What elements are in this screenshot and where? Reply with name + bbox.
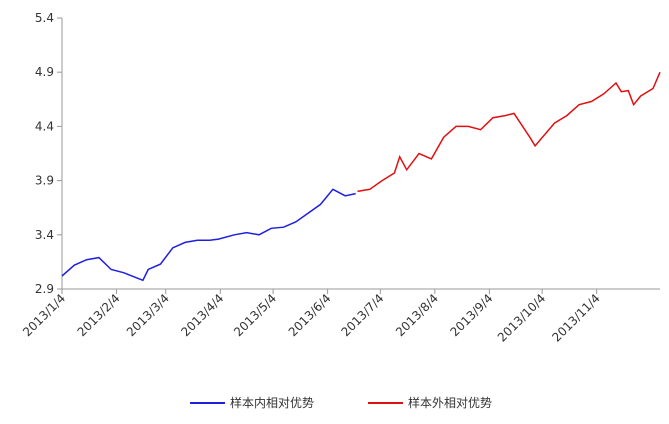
x-tick-label: 2013/5/4 (231, 291, 279, 339)
y-tick-label: 3.4 (35, 228, 54, 242)
y-tick-label: 5.4 (35, 11, 54, 25)
y-tick-label: 4.9 (35, 65, 54, 79)
x-tick-label: 2013/7/4 (338, 291, 386, 339)
series-line (357, 71, 661, 193)
legend-label: 样本外相对优势 (408, 395, 492, 410)
y-tick-label: 4.4 (35, 119, 54, 133)
x-tick-label: 2013/8/4 (393, 291, 441, 339)
x-tick-label: 2013/4/4 (178, 291, 226, 339)
x-tick-label: 2013/2/4 (75, 291, 123, 339)
x-tick-label: 2013/10/4 (495, 291, 548, 344)
y-tick-label: 3.9 (35, 174, 54, 188)
legend-label: 样本内相对优势 (230, 395, 314, 410)
x-tick-label: 2013/11/4 (549, 291, 602, 344)
x-tick-label: 2013/1/4 (20, 291, 68, 339)
x-tick-label: 2013/6/4 (286, 291, 334, 339)
y-tick-label: 2.9 (35, 282, 54, 296)
series-line (61, 188, 356, 282)
x-tick-label: 2013/9/4 (447, 291, 495, 339)
x-tick-label: 2013/3/4 (124, 291, 172, 339)
